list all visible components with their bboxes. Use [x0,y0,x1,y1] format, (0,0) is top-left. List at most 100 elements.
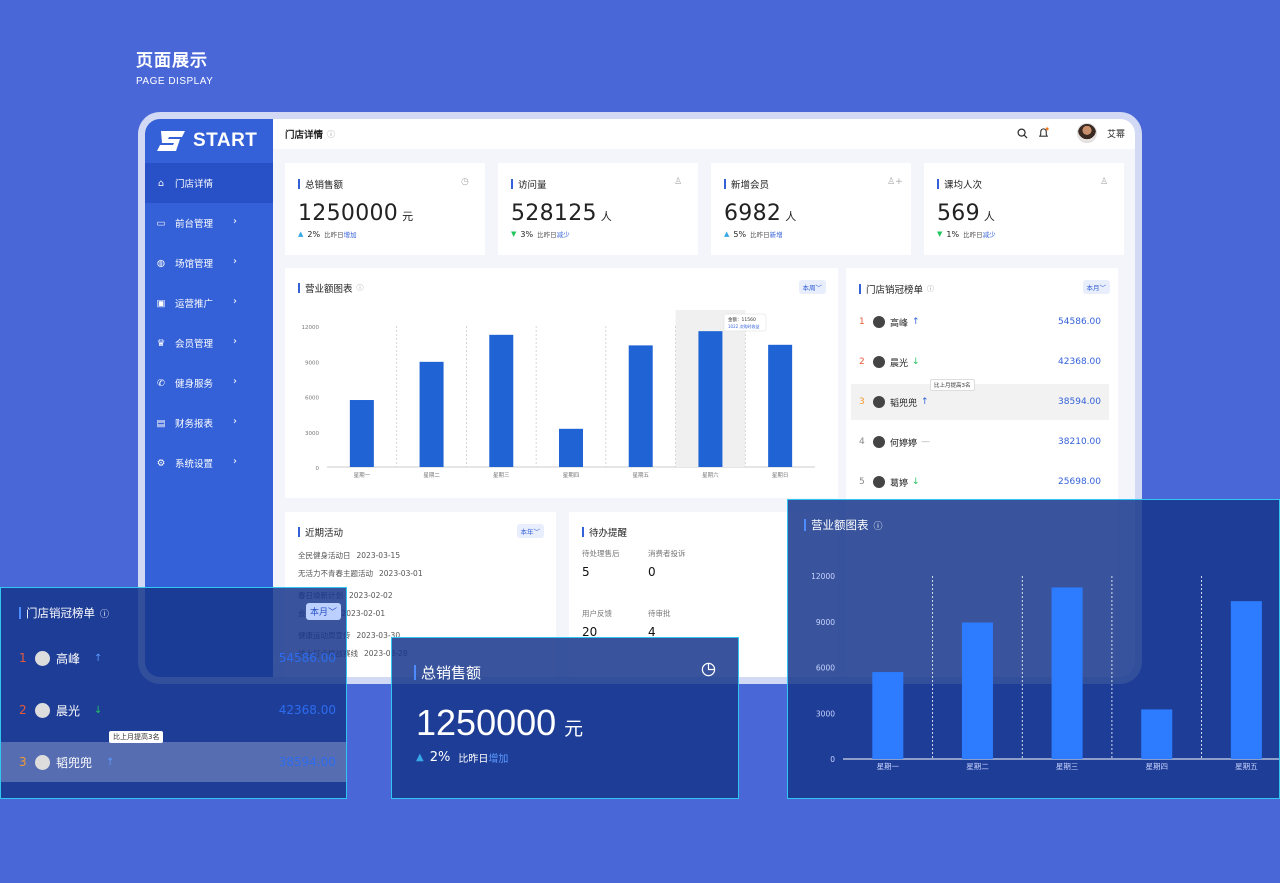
todo-value[interactable]: 0 [648,565,656,579]
floating-ranking-title: 门店销冠榜单 ⓘ [19,605,109,621]
ranking-row[interactable]: 1 高峰 ↑ 54586.00 [851,304,1109,340]
sidebar-item-label: 场馆管理 [175,259,214,270]
todo-label: 消费者投诉 [648,549,686,558]
floating-sales-value: 1250000 元 [416,702,584,743]
x-tick-label: 星期六 [702,471,719,479]
floating-ranking-row[interactable]: 2 晨光 ↓ 42368.00 [1,690,346,730]
floating-ranking-row[interactable]: 1 高峰 ↑ 54586.00 [1,638,346,678]
stat-card: 访问量 ♙ 528125 人 ▼ 3% 比昨日减少 [498,163,698,255]
bar [419,361,444,467]
rank-number: 1 [859,317,865,327]
avatar [35,702,50,718]
user-avatar[interactable] [1076,123,1097,143]
trend-arrow-icon: ↑ [106,756,115,768]
sidebar-item-3[interactable]: ◍ 场馆管理 › [145,243,273,283]
ranking-row[interactable]: 3 韬兜兜 ↑ 38594.00 [851,384,1109,420]
rank-amount: 25698.00 [1058,477,1101,487]
stat-value: 528125 人 [511,201,613,226]
info-icon[interactable]: ⓘ [356,284,364,292]
heading-title: 页面展示 [136,51,208,71]
rank-amount: 38594.00 [278,755,336,769]
rank-amount: 38594.00 [1058,397,1101,407]
y-tick-label: 9000 [305,360,319,366]
trend-arrow-icon: ↓ [912,477,920,487]
activity-item[interactable]: 全民健身活动日 2023-03-15 [298,551,401,560]
rank-amount: 38210.00 [1058,437,1101,447]
info-icon[interactable]: ⓘ [100,609,110,620]
todo-value[interactable]: 5 [582,565,590,579]
rank-name: 何婷婷 [890,438,918,449]
sidebar-item-label: 会员管理 [175,339,214,350]
x-tick-label: 星期二 [423,472,440,479]
floating-revenue-title: 营业额图表 ⓘ [804,517,883,533]
sidebar-item-4[interactable]: ▣ 运营推广 › [145,283,273,323]
info-icon[interactable]: ⓘ [327,129,336,139]
x-tick-label: 星期一 [877,762,900,771]
bar [489,334,514,467]
stat-trend: ▼ 3% 比昨日减少 [511,229,570,240]
y-tick-label: 0 [316,466,320,472]
bar [1051,587,1083,759]
revenue-bar-chart: 0 3000 6000 9000 12000 星期一 星期二 星期三 星期四 星期五 星期六 星期日 金… [302,310,815,479]
rank-name: 高峰 [56,651,81,666]
x-tick-label: 星期四 [1145,762,1168,771]
bar [872,672,904,759]
x-tick-label: 星期五 [632,472,649,479]
avatar [873,316,885,328]
activities-title: 近期活动 [298,525,343,539]
sidebar-item-label: 门店详情 [175,179,214,190]
sidebar: START ⌂ 门店详情 ▭ 前台管理 › ◍ 场馆管理 › ▣ 运营推广 › ♛ 会员管理 › ✆ 健身服务… [145,119,273,677]
info-icon[interactable]: ⓘ [873,521,883,532]
info-icon[interactable]: ⓘ [927,285,935,293]
stat-trend: ▲ 2% 比昨日增加 [298,229,357,240]
floating-ranking-row[interactable]: 3 韬兜兜 ↑ 38594.00 [1,742,346,782]
ranking-title: 门店销冠榜单 ⓘ [859,282,934,296]
activity-item[interactable]: 无活力不青春主题活动 2023-03-01 [298,569,423,578]
ranking-row[interactable]: 4 何婷婷 — 38210.00 [851,424,1109,460]
page-title: 门店详情 [285,130,324,141]
floating-revenue-panel: 营业额图表 ⓘ 0 3000 6000 9000 12000 星期一 星期二 星期三 星期四 星期五… [787,499,1280,799]
rank-name: 高峰 [890,318,909,329]
sidebar-item-1[interactable]: ⌂ 门店详情 [145,163,273,203]
ranking-row[interactable]: 2 晨光 ↓ 42368.00 [851,344,1109,380]
user-add-icon: ♙+ [887,177,903,187]
revenue-range-select[interactable]: 本周﹀ [798,280,826,294]
brand-logo[interactable]: START [145,119,273,163]
avatar [35,650,50,666]
search-icon[interactable] [1017,127,1028,139]
x-tick-label: 星期三 [493,472,510,479]
revenue-chart-title: 营业额图表 ⓘ [298,281,364,295]
trend-arrow-icon: ↑ [912,317,920,327]
y-tick-label: 3000 [816,709,835,718]
activities-range-select[interactable]: 本年﹀ [516,524,544,538]
stat-card: 新增会员 ♙+ 6982 人 ▲ 5% 比昨日新增 [711,163,911,255]
sidebar-item-6[interactable]: ✆ 健身服务 › [145,363,273,403]
todo-value[interactable]: 20 [582,625,598,639]
floating-ranking-panel: 门店销冠榜单 ⓘ 本月﹀ 1 高峰 ↑ 54586.00 2 晨光 ↓ 42368.00 3 韬兜兜… [0,587,347,799]
avatar [873,436,885,448]
sidebar-item-2[interactable]: ▭ 前台管理 › [145,203,273,243]
stat-trend: ▼ 1% 比昨日减少 [937,229,996,240]
stat-value: 1250000 元 [298,201,414,226]
sidebar-item-7[interactable]: ▤ 财务报表 › [145,403,273,443]
floating-sales-title: 总销售额 [414,662,481,683]
page-heading: 页面展示 PAGE DISPLAY [136,46,213,87]
user-name[interactable]: 艾幂 [1106,129,1125,140]
bell-icon[interactable] [1038,127,1049,139]
chevron-right-icon: › [233,216,237,227]
sidebar-item-5[interactable]: ♛ 会员管理 › [145,323,273,363]
gear-icon: ⚙ [156,457,166,469]
y-tick-label: 9000 [816,618,835,627]
ranking-row[interactable]: 5 葛婷 ↓ 25698.00 [851,464,1109,500]
sidebar-item-label: 财务报表 [175,419,214,430]
sidebar-item-8[interactable]: ⚙ 系统设置 › [145,443,273,483]
rank-number: 4 [859,437,865,447]
rank-number: 2 [19,703,27,717]
ranking-range-select[interactable]: 本月﹀ [1082,280,1110,294]
avatar [873,476,885,488]
chevron-right-icon: › [233,376,237,387]
arrow-down-icon: ▼ [937,230,943,238]
todo-value[interactable]: 4 [648,625,656,639]
floating-ranking-range[interactable]: 本月﹀ [306,603,342,620]
